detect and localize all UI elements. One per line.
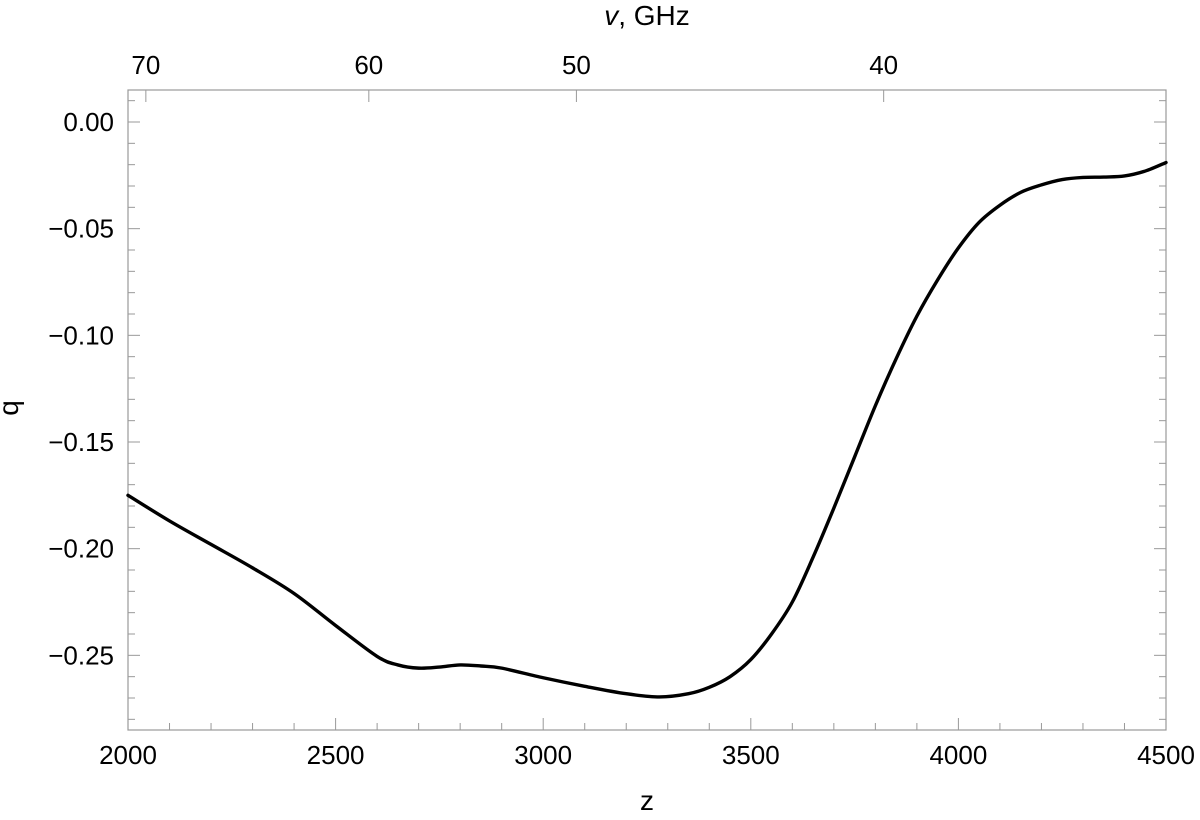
top-axis-unit: , GHz <box>618 0 690 31</box>
top-axis-symbol: v <box>604 0 620 31</box>
tick-labels: 2000 2500 3000 3500 4000 4500 0.00 −0.05 −0.10 −0… <box>48 50 1195 770</box>
x-tick-label: 2000 <box>99 740 157 770</box>
axis-ticks <box>127 90 1167 730</box>
y-axis-title: q <box>0 400 24 416</box>
top-axis-title: v, GHz <box>604 0 690 31</box>
x-tick-label: 3500 <box>722 740 780 770</box>
x-axis-title: z <box>640 785 654 816</box>
y-tick-label: −0.05 <box>48 214 114 244</box>
x-tick-label: 2500 <box>307 740 365 770</box>
y-tick-label: 0.00 <box>63 107 114 137</box>
top-tick-label: 60 <box>354 50 383 80</box>
top-tick-label: 70 <box>131 50 160 80</box>
x-tick-label: 3000 <box>514 740 572 770</box>
y-tick-label: −0.10 <box>48 320 114 350</box>
top-tick-label: 40 <box>869 50 898 80</box>
top-tick-label: 50 <box>562 50 591 80</box>
x-tick-label: 4000 <box>929 740 987 770</box>
y-tick-label: −0.25 <box>48 640 114 670</box>
y-tick-label: −0.20 <box>48 534 114 564</box>
y-tick-label: −0.15 <box>48 427 114 457</box>
x-tick-label: 4500 <box>1137 740 1195 770</box>
plot-frame <box>127 89 1167 731</box>
series-line <box>126 160 1168 699</box>
